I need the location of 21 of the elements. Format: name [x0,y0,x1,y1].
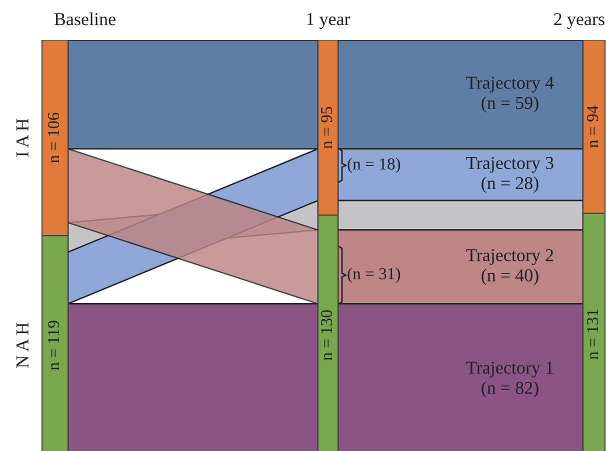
text: I A H [16,118,28,157]
data-label: n = 95 [320,106,332,149]
data-label: n = 130 [320,310,332,360]
series-label: Trajectory 3 [466,156,554,173]
data-label: (n = 18) [348,158,400,173]
data-label: n = 119 [48,320,60,370]
series-label: Trajectory 1 [466,362,553,378]
data-label: n = 106 [48,112,60,163]
category-label: 2 years [554,13,604,29]
data-label: (n = 31) [348,268,400,283]
data-label: n = 131 [586,310,598,360]
data-label: (n = 82) [482,381,538,398]
series-label: Trajectory 2 [466,249,554,265]
data-label: (n = 59) [482,96,538,113]
data-label: (n = 40) [482,268,538,286]
data-label: (n = 28) [482,176,538,193]
category-label: 1 year [307,13,350,29]
data-label: n = 94 [586,106,598,148]
text: N A H [16,322,28,368]
category-label: Baseline [54,12,116,26]
series-label: Trajectory 4 [466,76,554,93]
